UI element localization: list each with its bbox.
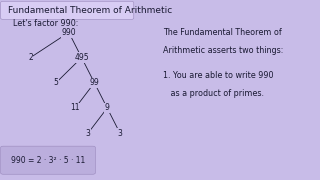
Text: 990 = 2 · 3² · 5 · 11: 990 = 2 · 3² · 5 · 11 xyxy=(11,156,85,165)
Text: 3: 3 xyxy=(117,129,123,138)
Text: as a product of primes.: as a product of primes. xyxy=(163,89,264,98)
Text: 990: 990 xyxy=(61,28,76,37)
Text: 9: 9 xyxy=(105,103,110,112)
FancyBboxPatch shape xyxy=(1,146,95,174)
Text: 11: 11 xyxy=(70,103,80,112)
Text: 99: 99 xyxy=(90,78,99,87)
Text: 2: 2 xyxy=(28,53,33,62)
Text: Fundamental Theorem of Arithmetic: Fundamental Theorem of Arithmetic xyxy=(8,6,172,15)
Text: 495: 495 xyxy=(74,53,89,62)
FancyBboxPatch shape xyxy=(1,1,134,19)
Text: 3: 3 xyxy=(85,129,91,138)
Text: The Fundamental Theorem of: The Fundamental Theorem of xyxy=(163,28,282,37)
Text: Let's factor 990:: Let's factor 990: xyxy=(13,19,78,28)
Text: 5: 5 xyxy=(53,78,59,87)
Text: 1. You are able to write 990: 1. You are able to write 990 xyxy=(163,71,274,80)
Text: Arithmetic asserts two things:: Arithmetic asserts two things: xyxy=(163,46,284,55)
